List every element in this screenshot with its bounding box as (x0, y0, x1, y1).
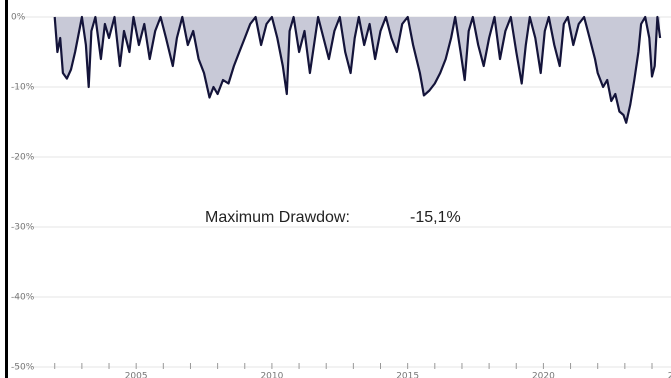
left-border (5, 0, 8, 378)
y-tick-label: -40% (11, 293, 35, 303)
drawdown-line (53, 15, 662, 124)
y-tick-label: 0% (11, 13, 26, 23)
y-tick-label: -10% (11, 83, 35, 93)
annotation-label: Maximum Drawdow: (205, 209, 350, 226)
annotation-value: -15,1% (410, 209, 461, 226)
y-tick-label: -30% (11, 223, 35, 233)
x-tick-label: 2010 (260, 372, 283, 378)
x-tick-label: 2005 (125, 372, 148, 378)
x-tick-label: 2025 (668, 372, 671, 378)
y-tick-label: -50% (11, 363, 35, 373)
x-tick-label: 2020 (532, 372, 555, 378)
drawdown-area (54, 17, 661, 123)
y-tick-label: -20% (11, 153, 35, 163)
x-tick-label: 2015 (396, 372, 419, 378)
